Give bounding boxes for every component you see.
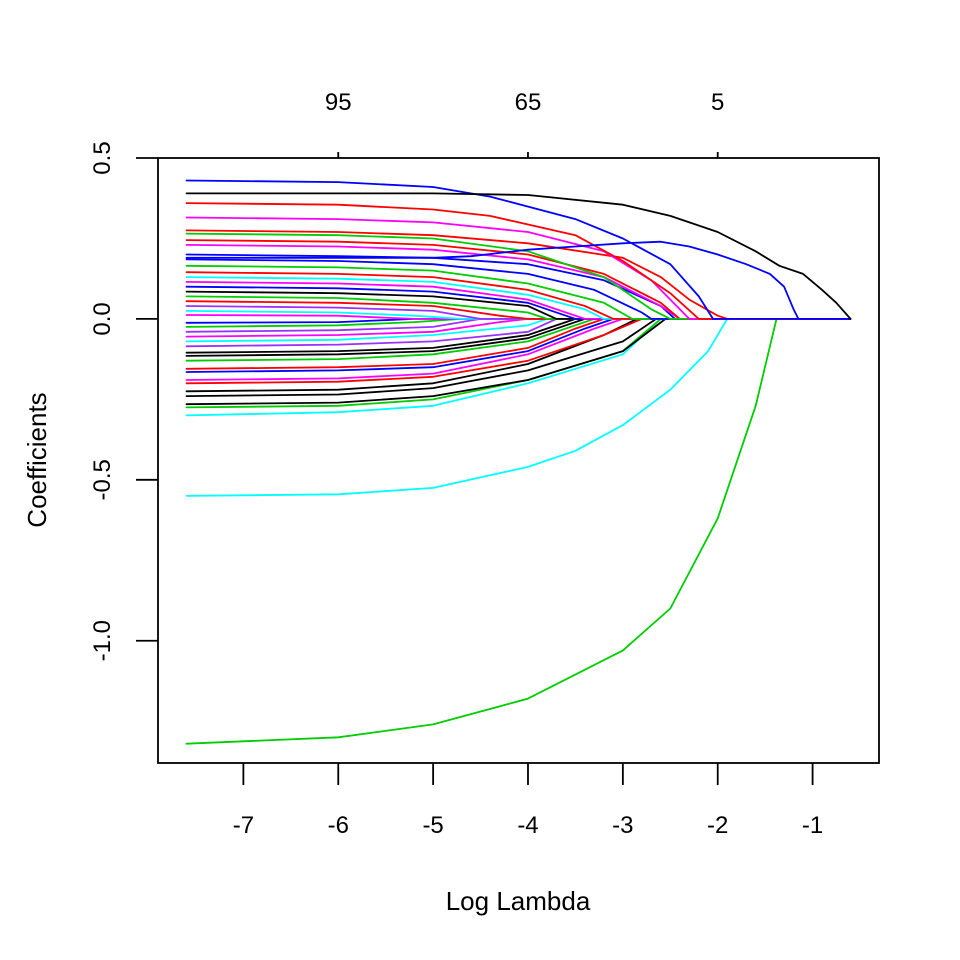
y-tick-label: -0.5 [89, 459, 116, 500]
coefficient-path-1 [185, 318, 852, 745]
coefficient-paths [185, 179, 852, 745]
top-tick-label: 95 [325, 89, 352, 116]
x-tick-label: -5 [422, 812, 443, 839]
plot-frame [157, 157, 880, 764]
coefficient-path-37 [185, 229, 852, 320]
x-tick-label: -2 [707, 812, 728, 839]
coefficient-path-42 [185, 192, 852, 320]
coefficient-path-33 [185, 253, 852, 320]
coefficient-path-32 [185, 258, 852, 320]
top-axis: 95 65 5 [325, 89, 724, 158]
bottom-axis: -7 -6 -5 -4 -3 -2 -1 [233, 763, 823, 839]
coefficient-path-31 [185, 264, 852, 320]
coefficient-path-41 [185, 240, 852, 320]
top-tick-label: 65 [515, 89, 542, 116]
y-tick-label: -1.0 [89, 620, 116, 661]
coefficient-path-2 [185, 318, 852, 497]
left-axis: 0.5 0.0 -0.5 -1.0 [89, 141, 158, 661]
coefficient-path-38 [185, 216, 852, 320]
coefficient-path-29 [185, 276, 852, 320]
x-tick-label: -6 [328, 812, 349, 839]
coefficient-path-39 [185, 202, 852, 320]
coefficient-path-40 [185, 179, 852, 320]
x-tick-label: -3 [612, 812, 633, 839]
y-axis-title: Coefficients [22, 392, 52, 527]
coefficient-path-36 [185, 232, 852, 320]
coefficient-path-28 [185, 281, 852, 320]
top-tick-label: 5 [711, 89, 724, 116]
coefficient-path-27 [185, 285, 852, 320]
x-tick-label: -7 [233, 812, 254, 839]
coefficient-path-30 [185, 271, 852, 320]
x-tick-label: -4 [517, 812, 538, 839]
x-axis-title: Log Lambda [446, 886, 591, 916]
y-tick-label: 0.0 [89, 302, 116, 335]
x-tick-label: -1 [802, 812, 823, 839]
y-tick-label: 0.5 [89, 141, 116, 174]
